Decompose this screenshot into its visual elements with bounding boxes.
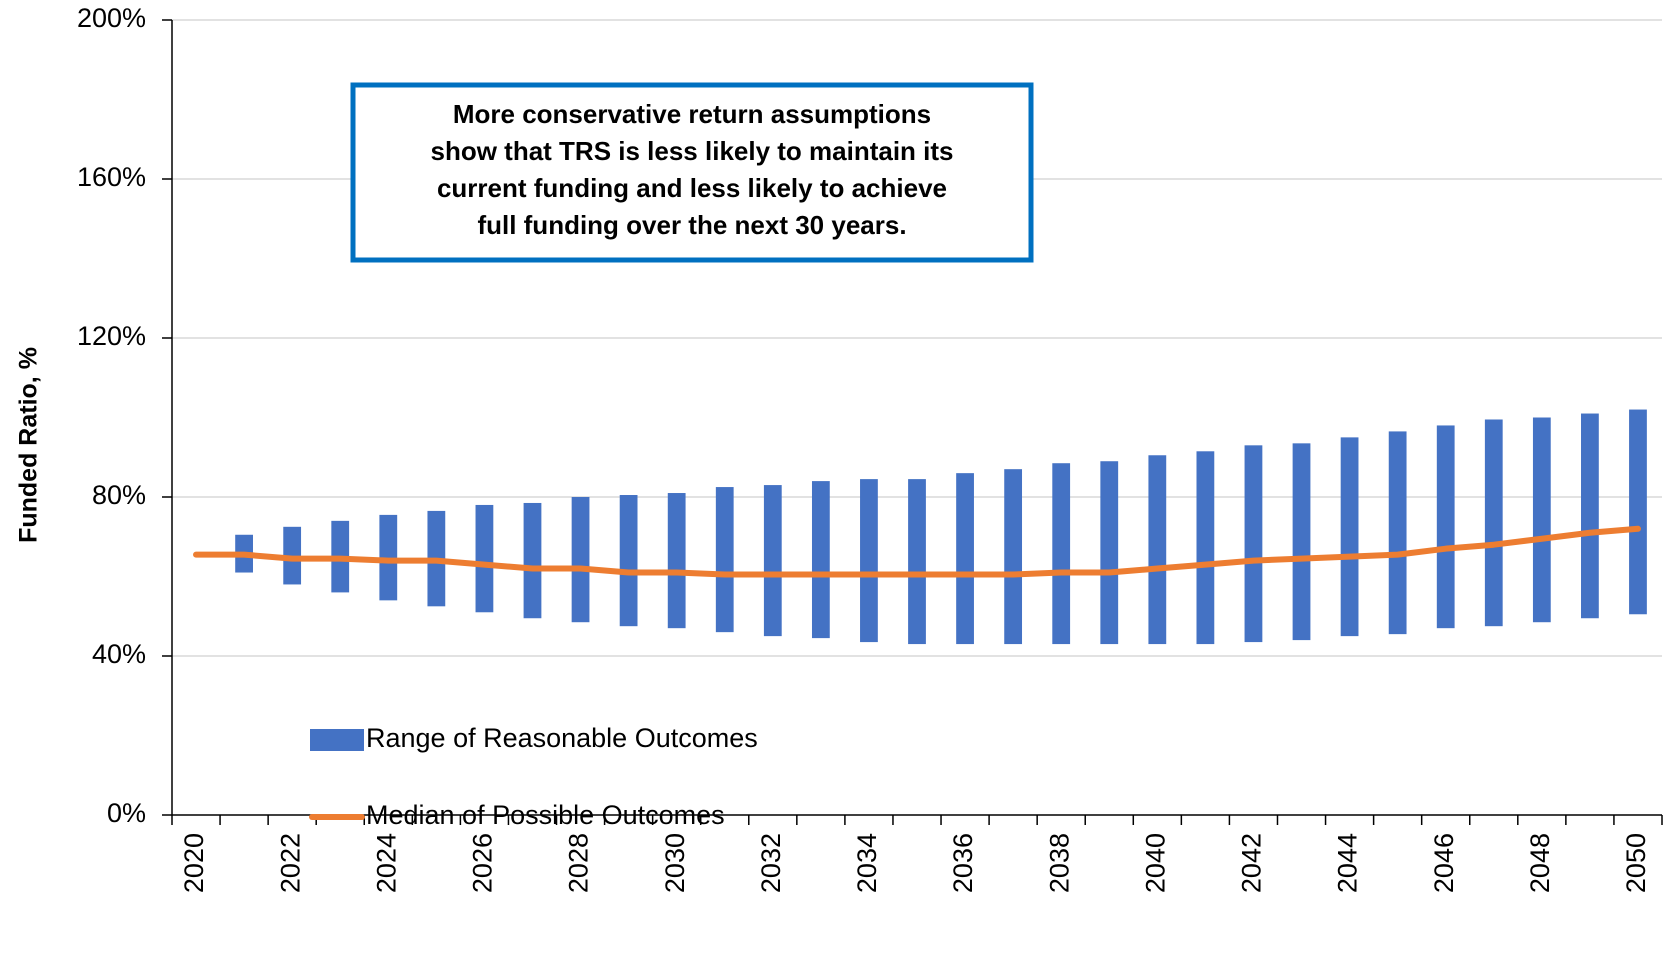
legend-label: Median of Possible Outcomes bbox=[366, 800, 725, 830]
range-bar bbox=[860, 479, 878, 643]
range-bar bbox=[1532, 417, 1551, 623]
x-tick-label: 2050 bbox=[1621, 833, 1651, 893]
x-tick-label: 2042 bbox=[1237, 833, 1267, 893]
y-tick-label: 200% bbox=[77, 3, 146, 33]
range-bar bbox=[956, 473, 974, 645]
range-bar bbox=[571, 497, 590, 623]
range-bar bbox=[763, 485, 782, 637]
range-bar bbox=[475, 504, 494, 613]
y-tick-label: 0% bbox=[107, 798, 146, 828]
x-tick-label: 2048 bbox=[1525, 833, 1555, 893]
range-bar bbox=[1100, 461, 1119, 645]
legend-label: Range of Reasonable Outcomes bbox=[366, 723, 758, 753]
x-tick-label: 2022 bbox=[275, 833, 305, 893]
legend-swatch bbox=[310, 729, 364, 751]
range-bar bbox=[715, 487, 734, 633]
median-line bbox=[193, 525, 1641, 578]
x-tick-label: 2044 bbox=[1333, 833, 1363, 893]
annotation-text: show that TRS is less likely to maintain… bbox=[430, 136, 953, 166]
x-tick-label: 2036 bbox=[948, 833, 978, 893]
x-tick-label: 2024 bbox=[371, 833, 401, 893]
range-bar bbox=[908, 479, 926, 645]
range-bar bbox=[1484, 419, 1503, 627]
range-bar bbox=[523, 502, 542, 619]
x-tick-label: 2026 bbox=[468, 833, 498, 893]
range-bar bbox=[1196, 451, 1215, 645]
annotation-text: More conservative return assumptions bbox=[453, 99, 931, 129]
x-tick-label: 2038 bbox=[1044, 833, 1074, 893]
x-tick-label: 2046 bbox=[1429, 833, 1459, 893]
range-bar bbox=[667, 493, 686, 629]
range-bar bbox=[1004, 469, 1023, 645]
range-bar bbox=[1244, 445, 1263, 643]
x-tick-label: 2020 bbox=[179, 833, 209, 893]
annotation-text: current funding and less likely to achie… bbox=[437, 173, 947, 203]
range-bar bbox=[1436, 425, 1455, 629]
x-tick-label: 2030 bbox=[660, 833, 690, 893]
range-bar bbox=[1388, 431, 1407, 635]
y-tick-label: 80% bbox=[92, 480, 146, 510]
annotation-box bbox=[350, 82, 1034, 263]
x-tick-label: 2028 bbox=[564, 833, 594, 893]
range-bar bbox=[811, 481, 830, 639]
range-bar bbox=[1629, 409, 1647, 615]
y-tick-label: 40% bbox=[92, 639, 146, 669]
y-axis-title: Funded Ratio, % bbox=[15, 347, 43, 543]
x-tick-label: 2032 bbox=[756, 833, 786, 893]
x-tick-label: 2040 bbox=[1140, 833, 1170, 893]
range-bar bbox=[1052, 463, 1071, 645]
range-bar bbox=[1340, 437, 1359, 637]
annotation-text: full funding over the next 30 years. bbox=[477, 210, 906, 240]
y-tick-label: 160% bbox=[77, 162, 146, 192]
range-bar bbox=[1292, 443, 1311, 641]
y-tick-label: 120% bbox=[77, 321, 146, 351]
range-bar bbox=[1148, 455, 1167, 645]
range-bar bbox=[619, 495, 638, 627]
x-tick-label: 2034 bbox=[852, 833, 882, 893]
range-bar bbox=[1581, 413, 1599, 619]
